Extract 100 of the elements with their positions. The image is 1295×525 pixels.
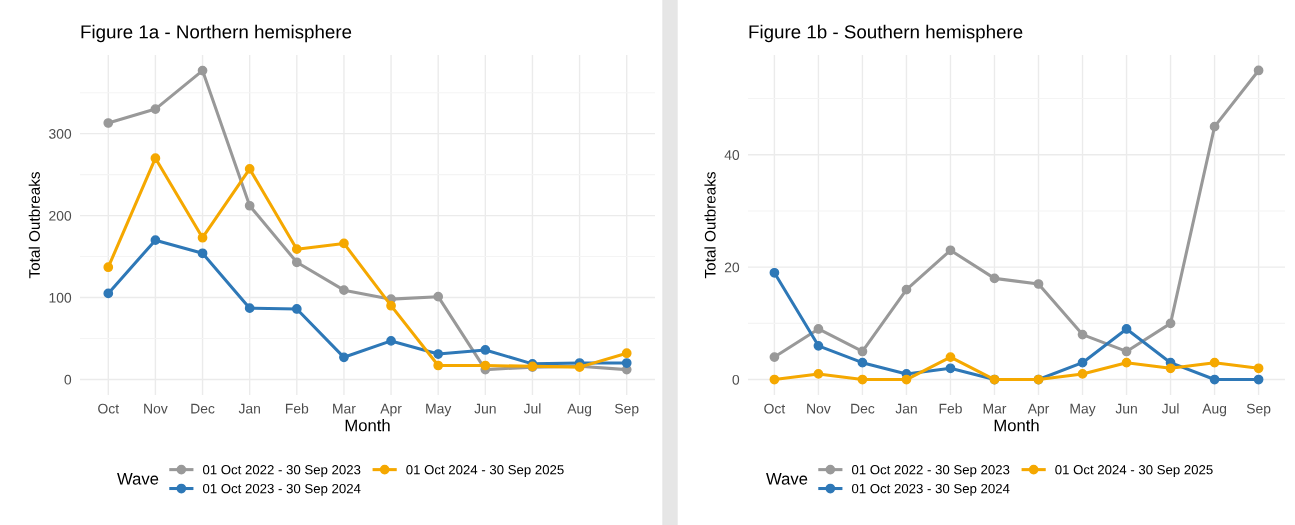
legend-label: 01 Oct 2023 - 30 Sep 2024	[851, 483, 1010, 496]
point	[1165, 363, 1176, 374]
point	[386, 336, 396, 346]
legend-label: 01 Oct 2024 - 30 Sep 2025	[1055, 465, 1213, 477]
point	[339, 352, 349, 363]
point	[291, 257, 302, 268]
legend-label: 01 Oct 2023 - 30 Sep 2024	[202, 483, 361, 496]
point	[857, 357, 868, 368]
x-tick-label: Aug	[567, 403, 592, 417]
legend-title: Wave	[766, 473, 808, 485]
legend-label: 01 Oct 2022 - 30 Sep 2023	[851, 465, 1010, 477]
y-tick-label: 100	[49, 292, 72, 303]
point	[1121, 346, 1132, 357]
y-tick-label: 300	[49, 128, 72, 139]
point	[433, 291, 444, 302]
x-tick-label: Jun	[1115, 403, 1137, 414]
x-tick-label: Jul	[523, 403, 541, 414]
point	[945, 245, 956, 256]
x-tick-label: Apr	[380, 403, 402, 417]
x-tick-label: Mar	[333, 403, 356, 414]
y-tick-label: 200	[49, 210, 72, 221]
point	[433, 349, 444, 359]
point	[1253, 65, 1264, 76]
point	[1077, 329, 1088, 340]
point	[813, 369, 824, 379]
point	[1209, 374, 1220, 385]
point	[1077, 369, 1088, 379]
x-tick-label: Feb	[285, 403, 309, 414]
x-tick-label: Mar	[983, 403, 1007, 414]
point	[1121, 357, 1132, 368]
x-tick-label: Nov	[807, 403, 831, 414]
x-tick-label: May	[426, 403, 452, 417]
x-tick-label: Dec	[851, 403, 875, 414]
point	[1121, 324, 1132, 334]
point	[244, 200, 255, 211]
x-tick-label: Aug	[1202, 403, 1227, 417]
point	[197, 248, 208, 259]
point	[103, 288, 114, 299]
x-tick-label: May	[1070, 403, 1096, 417]
point	[244, 164, 255, 174]
point	[103, 118, 114, 128]
point	[857, 346, 868, 357]
legend-label: 01 Oct 2024 - 30 Sep 2025	[406, 465, 564, 477]
point	[197, 232, 208, 243]
x-tick-label: Jun	[474, 403, 496, 414]
legend-title: Wave	[117, 473, 159, 485]
point	[150, 104, 161, 114]
point	[1253, 374, 1264, 385]
point	[1165, 318, 1176, 329]
point	[1253, 363, 1264, 374]
x-tick-label: Apr	[1027, 403, 1050, 417]
point	[244, 303, 255, 314]
y-tick-label: 20	[724, 262, 740, 273]
point	[769, 352, 780, 362]
chart-title: Figure 1a - Northern hemisphere	[81, 24, 352, 43]
point	[386, 300, 396, 311]
x-tick-label: Dec	[191, 403, 215, 414]
legend-label: 01 Oct 2022 - 30 Sep 2023	[202, 465, 361, 477]
point	[291, 304, 302, 314]
point	[769, 267, 780, 278]
point	[621, 348, 632, 359]
x-tick-label: Sep	[1246, 403, 1271, 417]
point	[103, 262, 114, 273]
point	[813, 340, 824, 351]
point	[480, 360, 491, 371]
point	[197, 65, 208, 76]
point	[150, 235, 161, 246]
y-axis-title: Total Outbreaks	[28, 172, 40, 279]
point	[1209, 357, 1220, 368]
point	[433, 360, 444, 371]
point	[945, 363, 956, 374]
x-tick-label: Feb	[939, 403, 962, 414]
x-tick-label: Oct	[764, 403, 786, 414]
point	[857, 374, 868, 385]
x-tick-label: Sep	[615, 403, 639, 417]
y-tick-label: 0	[64, 374, 72, 385]
point	[989, 273, 1000, 284]
point	[769, 374, 780, 385]
x-tick-label: Nov	[144, 403, 168, 414]
x-axis-title: Month	[345, 419, 390, 432]
point	[621, 358, 632, 368]
point	[1209, 121, 1220, 132]
point	[1077, 357, 1088, 368]
chart-title: Figure 1b - Southern hemisphere	[749, 24, 1023, 43]
point	[901, 284, 912, 295]
point	[945, 352, 956, 362]
point	[901, 374, 912, 385]
point	[480, 345, 491, 355]
point	[339, 238, 349, 249]
x-tick-label: Oct	[98, 403, 119, 414]
x-axis-title: Month	[994, 419, 1039, 432]
x-tick-label: Jan	[895, 403, 917, 414]
point	[291, 244, 302, 255]
point	[813, 324, 824, 334]
y-axis-title: Total Outbreaks	[704, 172, 716, 279]
point	[1033, 279, 1044, 289]
point	[150, 153, 161, 164]
point	[339, 285, 349, 295]
y-tick-label: 40	[724, 150, 740, 160]
x-tick-label: Jan	[238, 403, 260, 414]
